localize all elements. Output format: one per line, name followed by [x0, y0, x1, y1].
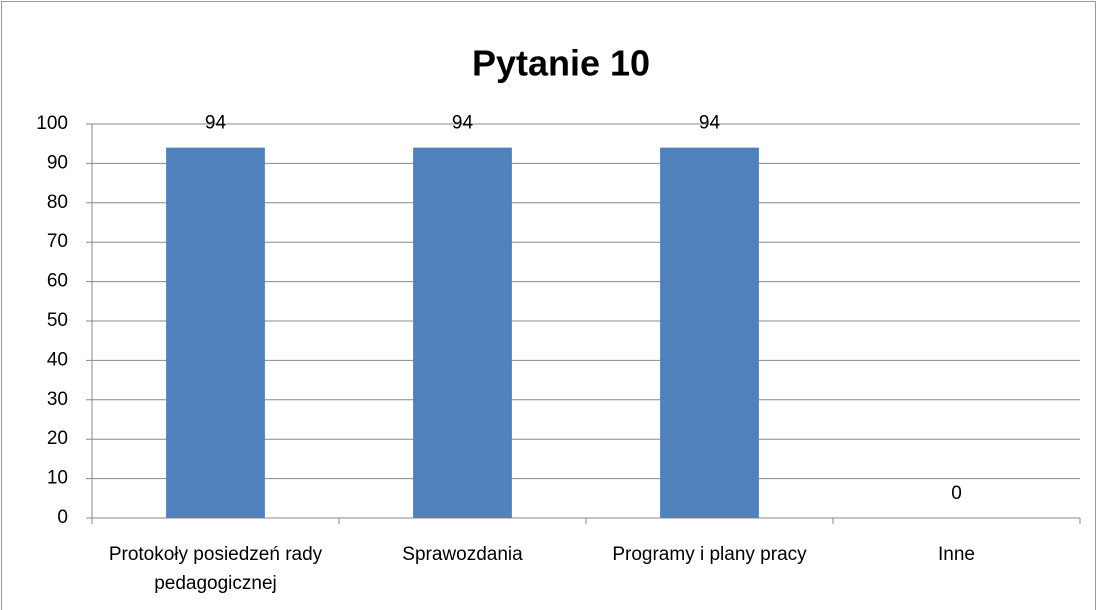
data-label: 94: [699, 113, 721, 134]
chart-title: Pytanie 10: [472, 43, 650, 84]
data-label: 94: [205, 113, 227, 134]
x-tick-label: Sprawozdania: [402, 544, 523, 565]
y-tick-label: 70: [47, 231, 68, 252]
x-tick-label: Programy i plany pracy: [612, 544, 807, 565]
data-label: 0: [951, 483, 962, 504]
y-tick-label: 60: [47, 271, 68, 292]
x-tick-label: Protokoły posiedzeń rady pedagogicznej: [108, 544, 323, 594]
y-tick-label: 50: [47, 310, 68, 331]
y-tick-label: 90: [47, 152, 68, 173]
bar: [166, 147, 265, 518]
x-tick-label: Inne: [938, 544, 975, 565]
y-tick-label: 10: [47, 468, 68, 489]
bar: [660, 147, 759, 518]
bar: [413, 147, 512, 518]
y-tick-label: 80: [47, 192, 68, 213]
y-tick-label: 20: [47, 428, 68, 449]
y-tick-label: 40: [47, 349, 68, 370]
y-tick-label: 30: [47, 389, 68, 410]
data-label: 94: [452, 113, 474, 134]
y-tick-label: 0: [57, 507, 68, 528]
y-tick-label: 100: [36, 113, 68, 134]
